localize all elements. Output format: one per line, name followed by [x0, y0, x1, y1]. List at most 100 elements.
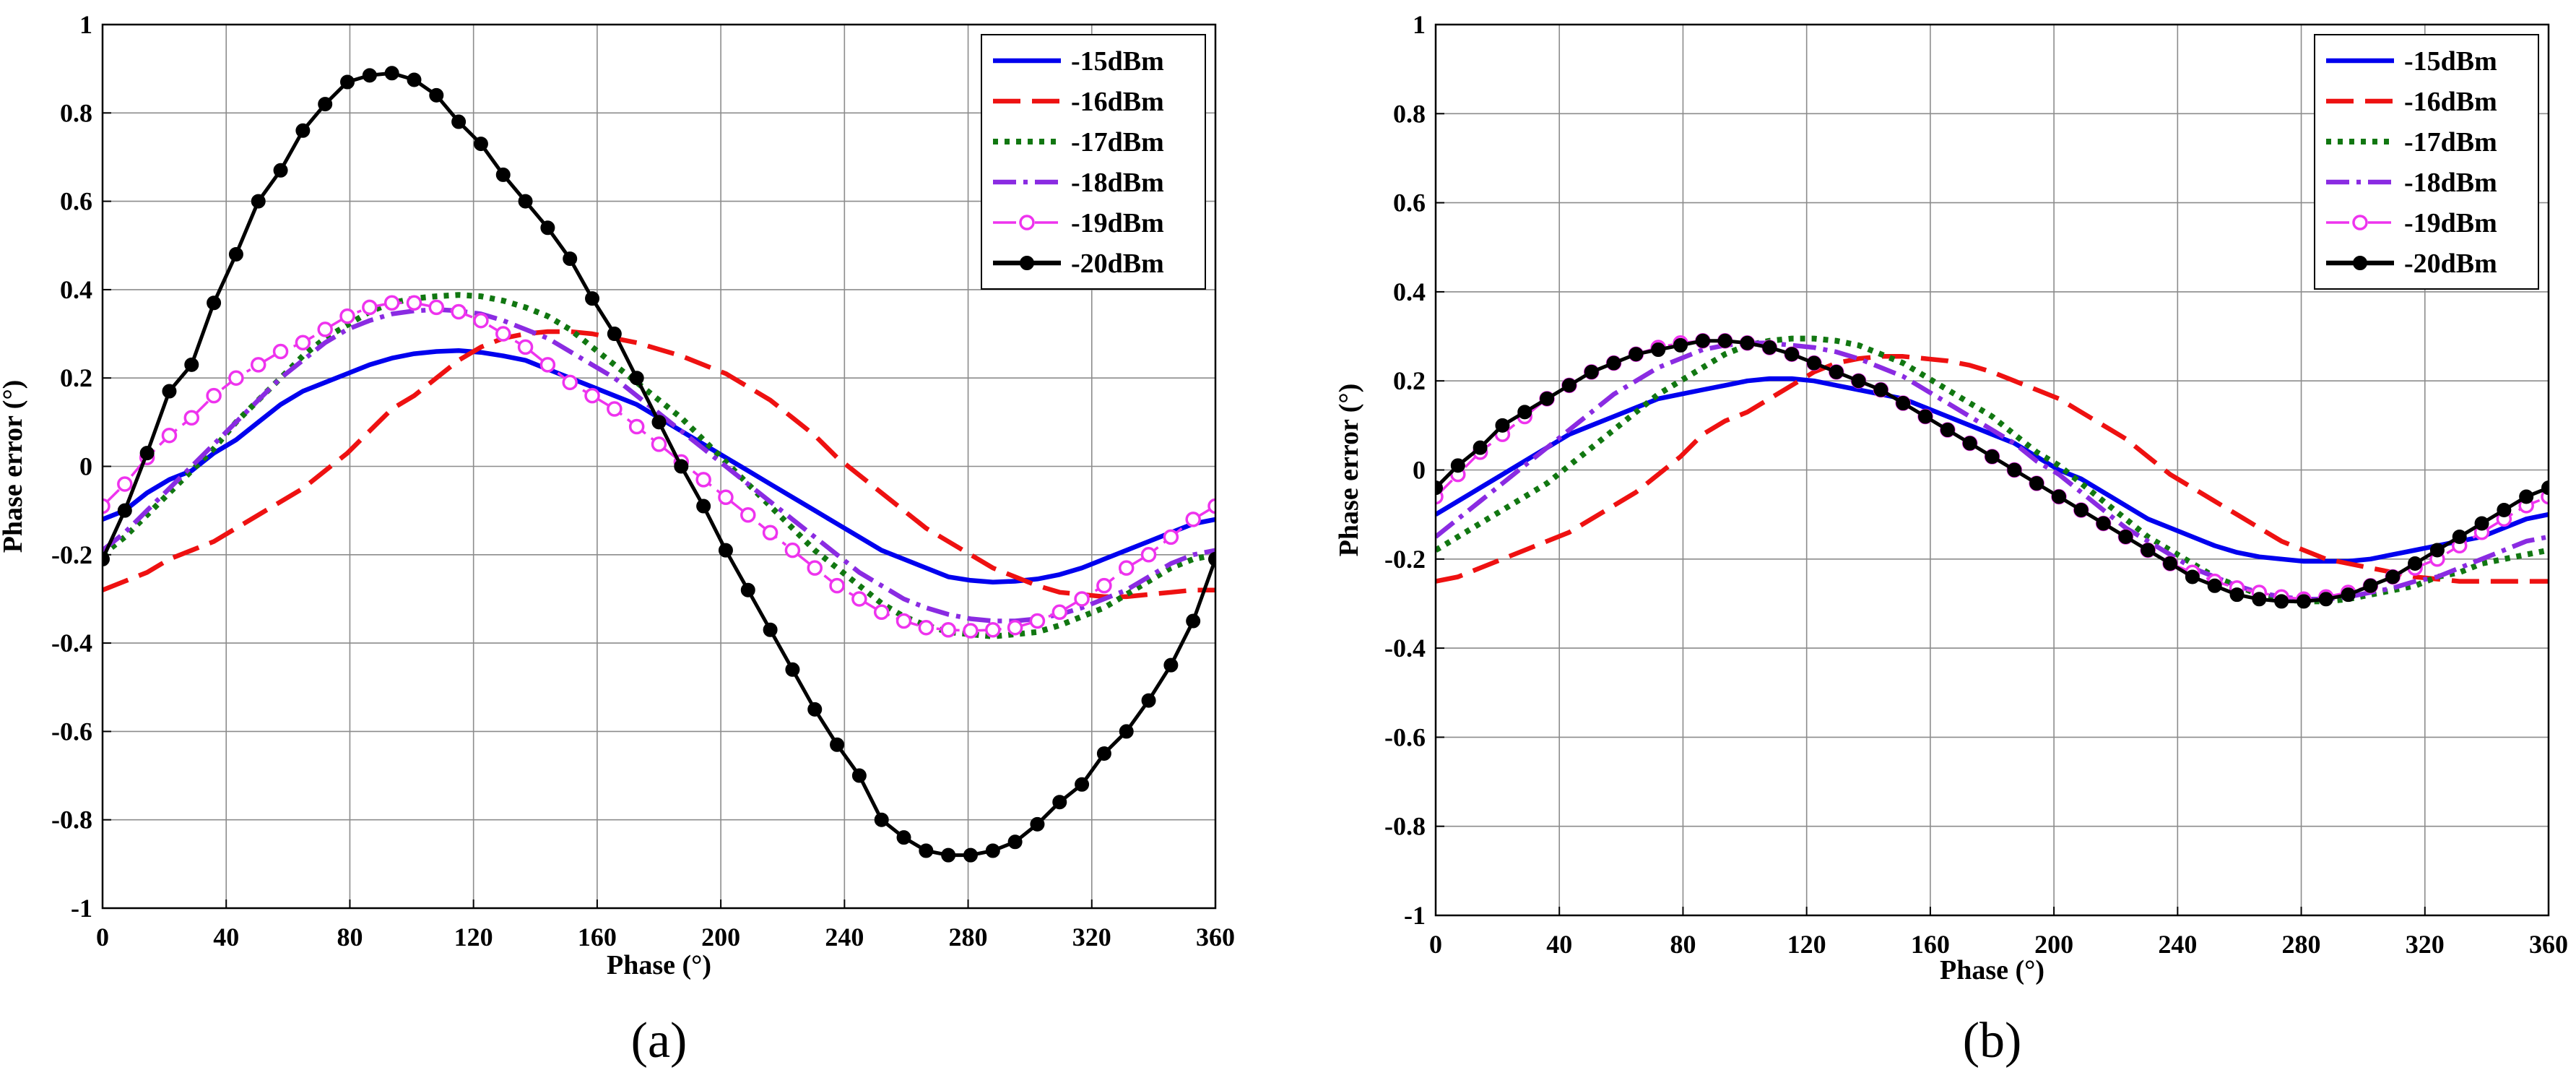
data-point--19dBm	[985, 622, 1001, 638]
legend-marker	[2352, 215, 2368, 230]
y-tick-label: 0	[79, 452, 92, 481]
x-tick-label: 120	[1787, 930, 1826, 959]
data-point--20dBm	[1119, 724, 1134, 739]
x-tick-label: 280	[949, 923, 988, 952]
data-point--19dBm	[1096, 577, 1112, 594]
data-point--20dBm	[2541, 480, 2549, 496]
data-point--19dBm	[103, 498, 110, 514]
data-point--20dBm	[1762, 340, 1777, 355]
data-point--19dBm	[1051, 604, 1068, 621]
data-point--19dBm	[1163, 529, 1179, 545]
y-tick-label: -0.4	[51, 629, 92, 657]
panel-label: (a)	[631, 1013, 688, 1069]
data-point--20dBm	[1096, 746, 1111, 761]
data-point--20dBm	[629, 371, 644, 386]
data-point--20dBm	[696, 499, 711, 514]
y-tick-label: -0.2	[1384, 545, 1426, 574]
data-point--20dBm	[1584, 364, 1599, 379]
data-point--20dBm	[963, 847, 978, 863]
data-point--19dBm	[183, 410, 200, 426]
x-tick-label: 320	[1072, 923, 1111, 952]
data-point--20dBm	[1695, 333, 1710, 348]
data-point--20dBm	[2073, 502, 2089, 517]
data-point--20dBm	[1851, 374, 1866, 389]
data-point--20dBm	[807, 702, 823, 717]
data-point--20dBm	[318, 97, 333, 112]
y-tick-label: 1	[1413, 10, 1426, 39]
data-point--19dBm	[940, 622, 956, 638]
data-point--19dBm	[695, 472, 711, 488]
y-tick-label: 1	[79, 10, 92, 39]
data-point--20dBm	[1918, 409, 1933, 424]
legend-label: -15dBm	[1071, 46, 1164, 77]
data-point--19dBm	[784, 542, 801, 558]
data-point--19dBm	[295, 335, 311, 351]
data-point--19dBm	[851, 591, 867, 607]
data-point--19dBm	[473, 312, 489, 329]
data-point--19dBm	[628, 418, 645, 435]
data-point--20dBm	[1673, 337, 1688, 353]
y-tick-label: -0.4	[1384, 634, 1426, 663]
y-tick-label: 0.6	[60, 187, 92, 216]
data-point--20dBm	[273, 163, 288, 178]
legend-marker	[1020, 256, 1034, 270]
y-tick-label: -0.2	[51, 540, 92, 569]
data-point--19dBm	[718, 489, 734, 506]
y-tick-label: 0.8	[60, 98, 92, 127]
data-point--20dBm	[830, 737, 845, 752]
data-point--20dBm	[2274, 594, 2289, 609]
x-tick-label: 0	[1429, 930, 1442, 959]
data-point--20dBm	[2363, 578, 2378, 593]
y-tick-label: 0.8	[1393, 99, 1426, 128]
chart-panel-1: 0 40 80 120 160 200 240 280 320 360 -1 -0.8 -0.6 -0.4…	[1334, 10, 2568, 1069]
data-point--20dBm	[585, 291, 600, 306]
data-point--19dBm	[406, 295, 422, 311]
data-point--20dBm	[1829, 364, 1844, 379]
data-point--20dBm	[2474, 516, 2489, 531]
data-point--20dBm	[1075, 777, 1090, 792]
data-point--20dBm	[1940, 423, 1955, 438]
x-tick-label: 120	[454, 923, 493, 952]
data-point--19dBm	[250, 357, 266, 373]
series-line--17dBm	[103, 292, 1215, 639]
legend: -15dBm -16dBm -17dBm -18dBm -19dBm -20dBm	[981, 34, 1206, 290]
x-tick-label: 360	[2529, 930, 2568, 959]
data-point--19dBm	[829, 577, 845, 594]
y-tick-label: 0	[1413, 456, 1426, 485]
series-group	[103, 66, 1215, 863]
legend: -15dBm -16dBm -17dBm -18dBm -19dBm -20dBm	[2314, 34, 2539, 290]
data-point--20dBm	[2429, 543, 2445, 558]
y-tick-label: -1	[71, 894, 92, 923]
data-point--20dBm	[1540, 391, 1555, 406]
data-point--20dBm	[1030, 816, 1045, 832]
data-point--20dBm	[718, 543, 733, 558]
data-point--19dBm	[272, 343, 289, 360]
data-point--19dBm	[495, 326, 511, 342]
data-point--19dBm	[317, 322, 333, 337]
data-point--19dBm	[584, 387, 600, 404]
data-point--20dBm	[1517, 405, 1532, 420]
data-point--19dBm	[451, 303, 467, 320]
data-point--19dBm	[1185, 512, 1201, 527]
data-point--20dBm	[740, 582, 755, 597]
data-point--19dBm	[1007, 619, 1023, 636]
data-point--19dBm	[1074, 591, 1090, 607]
data-point--19dBm	[339, 308, 355, 324]
axes-frame	[101, 23, 1217, 910]
legend-label: -19dBm	[2404, 208, 2497, 238]
data-point--20dBm	[1007, 834, 1023, 850]
data-point--20dBm	[207, 295, 222, 311]
data-point--20dBm	[228, 246, 243, 262]
data-point--20dBm	[2252, 592, 2267, 607]
data-point--19dBm	[740, 507, 756, 523]
data-point--20dBm	[473, 137, 488, 152]
data-point--20dBm	[563, 251, 578, 267]
data-point--20dBm	[2519, 489, 2534, 504]
data-point--20dBm	[1629, 347, 1644, 362]
legend-label: -16dBm	[2404, 87, 2497, 117]
data-point--20dBm	[251, 194, 266, 209]
y-tick-label: -0.6	[51, 717, 92, 746]
data-point--20dBm	[607, 327, 622, 342]
data-point--20dBm	[1561, 378, 1577, 393]
series-line--18dBm	[1436, 340, 2549, 602]
